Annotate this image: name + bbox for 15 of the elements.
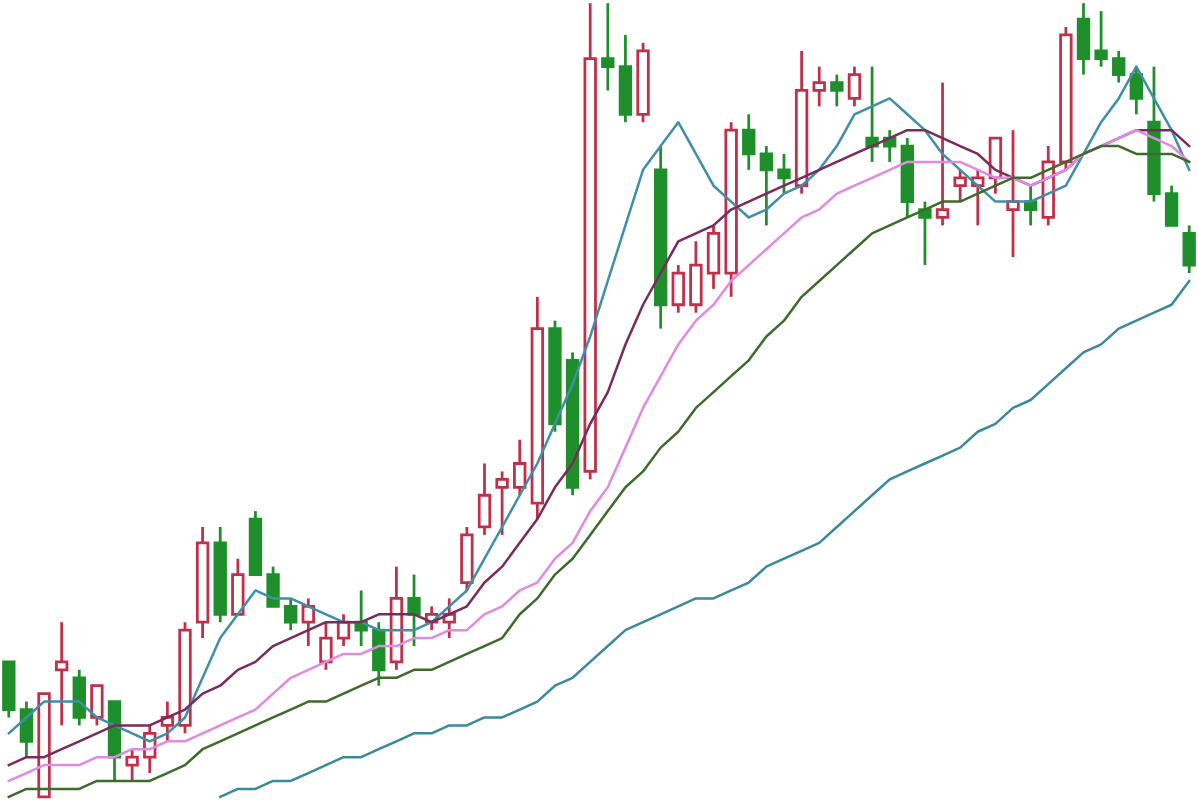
candlestick [1182,224,1196,275]
candlestick [601,1,615,92]
candlestick [724,120,738,299]
candlestick [742,112,756,172]
candlestick [407,573,421,648]
candlestick [671,263,685,315]
candlestick [301,597,315,648]
candlestick [759,144,774,227]
candlestick [195,525,210,640]
candlestick [477,462,492,537]
candlestick [1076,1,1091,76]
candlestick [653,144,668,330]
candlestick [794,49,809,196]
candlestick [812,65,826,108]
candlestick [54,620,69,727]
